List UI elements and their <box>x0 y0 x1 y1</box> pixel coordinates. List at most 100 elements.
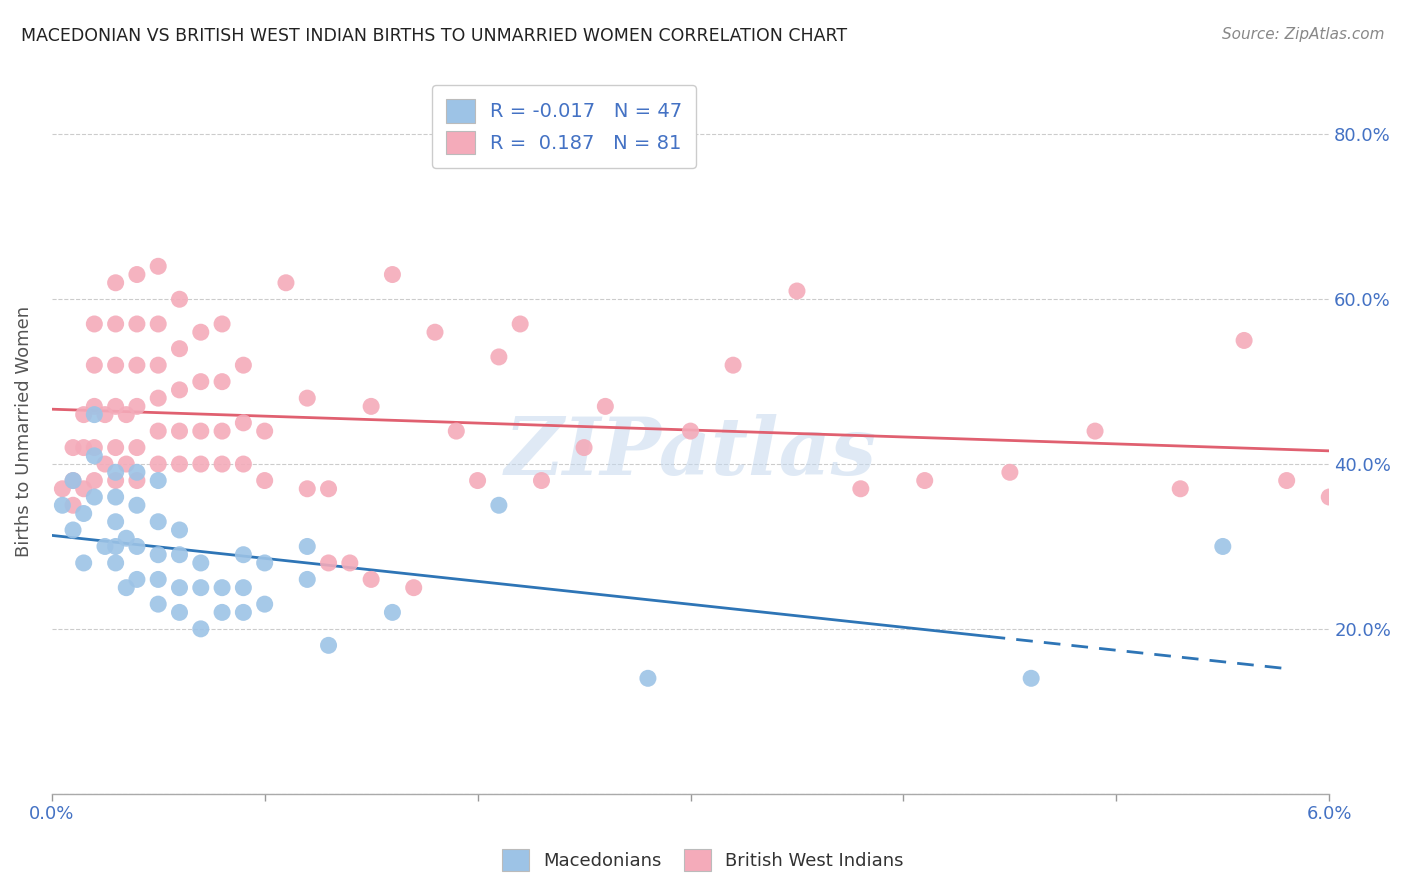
Point <box>83 449 105 463</box>
Point <box>360 573 382 587</box>
Point <box>104 515 127 529</box>
Point <box>169 548 191 562</box>
Point <box>104 276 127 290</box>
Point <box>232 581 254 595</box>
Point <box>62 474 84 488</box>
Point <box>104 556 127 570</box>
Point <box>274 276 297 290</box>
Point <box>104 474 127 488</box>
Point <box>73 507 96 521</box>
Point <box>169 424 191 438</box>
Point <box>125 498 148 512</box>
Legend: R = -0.017   N = 47, R =  0.187   N = 81: R = -0.017 N = 47, R = 0.187 N = 81 <box>432 86 696 168</box>
Point <box>232 548 254 562</box>
Point <box>211 375 233 389</box>
Point <box>998 465 1021 479</box>
Point <box>169 523 191 537</box>
Point <box>125 358 148 372</box>
Point <box>637 671 659 685</box>
Point <box>488 498 510 512</box>
Text: ZIPatlas: ZIPatlas <box>505 414 876 491</box>
Point <box>104 400 127 414</box>
Point <box>125 268 148 282</box>
Point <box>148 358 170 372</box>
Point <box>83 317 105 331</box>
Point <box>253 556 276 570</box>
Point <box>1233 334 1256 348</box>
Point <box>104 490 127 504</box>
Point <box>94 540 117 554</box>
Point <box>104 465 127 479</box>
Point <box>148 317 170 331</box>
Point <box>83 490 105 504</box>
Point <box>169 342 191 356</box>
Point <box>62 441 84 455</box>
Point <box>190 375 212 389</box>
Point <box>125 540 148 554</box>
Point <box>1317 490 1340 504</box>
Point <box>148 457 170 471</box>
Legend: Macedonians, British West Indians: Macedonians, British West Indians <box>495 842 911 879</box>
Point <box>73 408 96 422</box>
Point <box>115 457 138 471</box>
Point <box>509 317 531 331</box>
Point <box>125 400 148 414</box>
Point <box>595 400 617 414</box>
Point <box>51 498 73 512</box>
Point <box>83 358 105 372</box>
Point <box>83 400 105 414</box>
Point <box>1019 671 1042 685</box>
Point <box>62 523 84 537</box>
Point <box>339 556 361 570</box>
Point <box>572 441 595 455</box>
Point <box>423 325 446 339</box>
Point <box>211 581 233 595</box>
Point <box>402 581 425 595</box>
Point <box>253 474 276 488</box>
Point <box>318 638 340 652</box>
Point <box>169 606 191 620</box>
Point <box>125 441 148 455</box>
Point <box>190 325 212 339</box>
Point <box>115 408 138 422</box>
Point <box>148 515 170 529</box>
Point <box>914 474 936 488</box>
Point <box>104 317 127 331</box>
Point <box>190 622 212 636</box>
Point <box>381 606 404 620</box>
Point <box>190 556 212 570</box>
Point <box>1212 540 1234 554</box>
Point <box>148 424 170 438</box>
Point <box>190 581 212 595</box>
Point <box>232 457 254 471</box>
Point <box>232 358 254 372</box>
Point <box>190 457 212 471</box>
Point <box>211 424 233 438</box>
Point <box>169 292 191 306</box>
Point <box>94 457 117 471</box>
Point <box>94 408 117 422</box>
Point <box>115 581 138 595</box>
Point <box>297 540 319 554</box>
Point <box>232 416 254 430</box>
Point <box>62 498 84 512</box>
Point <box>148 474 170 488</box>
Text: MACEDONIAN VS BRITISH WEST INDIAN BIRTHS TO UNMARRIED WOMEN CORRELATION CHART: MACEDONIAN VS BRITISH WEST INDIAN BIRTHS… <box>21 27 848 45</box>
Point <box>148 597 170 611</box>
Point <box>297 573 319 587</box>
Point <box>148 391 170 405</box>
Point <box>148 260 170 274</box>
Point <box>232 606 254 620</box>
Y-axis label: Births to Unmarried Women: Births to Unmarried Women <box>15 306 32 557</box>
Point <box>104 540 127 554</box>
Point <box>253 597 276 611</box>
Point <box>381 268 404 282</box>
Point <box>115 531 138 545</box>
Point <box>83 441 105 455</box>
Point <box>360 400 382 414</box>
Point <box>1168 482 1191 496</box>
Point <box>83 474 105 488</box>
Point <box>297 391 319 405</box>
Point <box>318 556 340 570</box>
Point <box>73 556 96 570</box>
